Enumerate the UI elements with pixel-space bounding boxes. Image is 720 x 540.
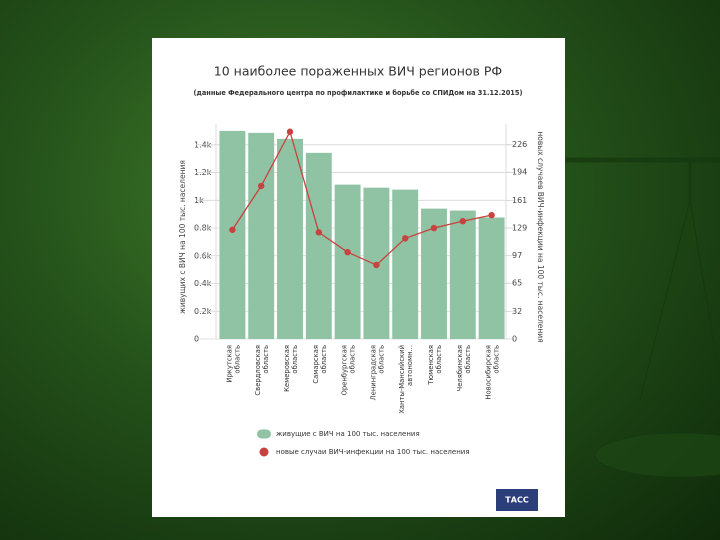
bar (219, 130, 246, 339)
bar (277, 138, 303, 339)
y2-tick-label: 65 (512, 279, 522, 288)
line-point (315, 229, 322, 236)
legend-label: живущие с ВИЧ на 100 тыс. населения (276, 430, 420, 438)
line-point (430, 224, 438, 232)
y2-axis-label: новых случаев ВИЧ-инфекции на 100 тыс. н… (536, 131, 545, 342)
bar (305, 152, 332, 339)
line-point (402, 235, 409, 242)
y2-tick-label: 226 (512, 140, 527, 149)
y2-tick-label: 32 (512, 307, 522, 316)
x-tick-label: Свердловскаяобласть (254, 345, 270, 396)
logo-box (496, 489, 538, 511)
y-axis-label: живущих с ВИЧ на 100 тыс. населения (178, 160, 187, 314)
x-tick-label: Иркутскаяобласть (225, 345, 241, 383)
logo: ТАСС (505, 496, 529, 505)
y2-tick-label: 0 (512, 335, 517, 344)
line-point (229, 226, 236, 233)
y2-tick-label: 97 (512, 251, 522, 260)
line-point (373, 261, 380, 269)
chart-title: 10 наиболее пораженных ВИЧ регионов РФ (214, 64, 503, 79)
y2-tick-label: 161 (512, 196, 527, 205)
line-point (258, 182, 265, 190)
x-tick-label: Челябинскаяобласть (456, 345, 472, 391)
bar (334, 184, 361, 339)
legend-swatch (257, 429, 271, 439)
line (231, 130, 492, 266)
line-point (344, 248, 351, 256)
y2-tick-label: 129 (512, 224, 527, 233)
chart-subtitle: (данные Федерального центра по профилакт… (194, 89, 523, 97)
x-tick-label: Самарскаяобласть (312, 345, 328, 384)
bar (449, 210, 476, 339)
y2-tick-label: 194 (512, 168, 527, 177)
x-tick-label: Ханты-Мансийскийавтономн... (398, 345, 414, 414)
line-point (459, 217, 466, 225)
x-tick-label: Оренбургскаяобласть (341, 345, 357, 396)
legend-label: новые случаи ВИЧ-инфекции на 100 тыс. на… (276, 448, 470, 456)
bar (478, 217, 505, 339)
x-tick-label: Тюменскаяобласть (427, 345, 443, 386)
line-point (488, 211, 495, 219)
legend-swatch (259, 447, 269, 457)
bar (248, 132, 275, 339)
x-tick-label: Новосибирскаяобласть (485, 345, 501, 400)
bar (392, 189, 419, 339)
scales-decoration (565, 157, 720, 478)
x-tick-label: Кемеровскаяобласть (283, 345, 299, 392)
x-tick-label: Ленинградскаяобласть (369, 345, 385, 400)
line-point (286, 128, 294, 135)
